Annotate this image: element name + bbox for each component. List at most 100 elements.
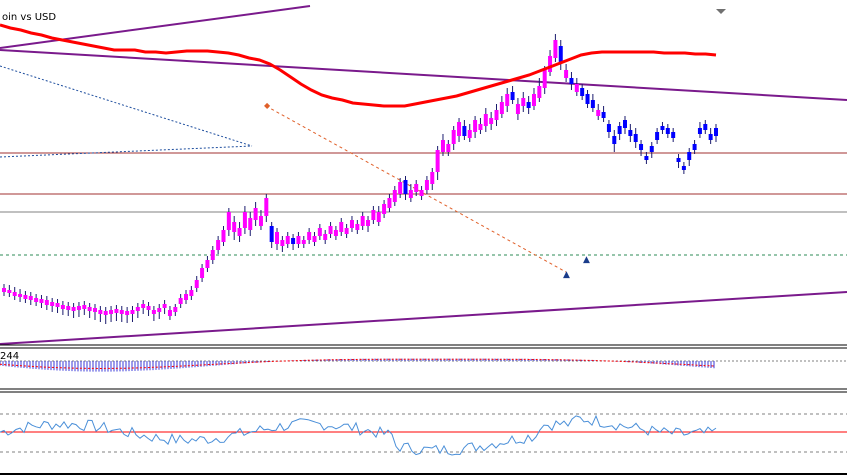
histogram-pane: 244 [0,351,847,372]
candle-body [119,310,124,314]
candle-body [55,303,60,307]
candle-body [633,134,638,142]
candle-body [339,222,344,232]
candle-body [23,295,28,299]
candle-body [499,102,504,114]
candle-body [392,190,397,202]
candle-body [703,124,708,130]
candle-body [681,166,686,170]
candle-body [403,180,408,194]
candle-body [526,102,531,108]
candle-body [328,226,333,234]
candle-body [692,144,697,150]
candle-body [60,305,65,309]
candle-body [606,124,611,132]
candle-body [408,190,413,198]
candle-body [258,216,263,226]
candle-body [66,306,71,310]
candle-body [312,236,317,242]
candle-body [253,208,258,220]
moving-average-line [0,23,717,108]
candle-body [617,126,622,134]
candle-body [494,110,499,120]
candle-body [44,300,49,305]
candle-body [590,100,595,108]
candle-body [521,98,526,106]
candle-body [671,132,676,138]
main-pane: ▲ ▲ ◆ oin vs USD [0,5,847,345]
candle-body [574,84,579,92]
candle-body [414,184,419,192]
candle-body [146,306,151,310]
candle-body [130,310,135,314]
candle-body [355,224,360,230]
buy-arrow-icon-2: ▲ [583,255,590,265]
candle-body [446,144,451,152]
candle-body [323,234,328,240]
candle-body [210,250,215,260]
candle-body [398,182,403,194]
candle-body [242,212,247,228]
candle-body [585,94,590,104]
oscillator-line [0,414,717,456]
candle-body [189,290,194,296]
histogram-label: 244 [0,351,19,362]
candle-body [478,124,483,130]
candle-body [665,128,670,134]
candle-body [12,292,17,296]
candle-body [194,280,199,288]
candles [2,34,718,324]
candle-body [537,86,542,98]
candle-body [419,190,424,196]
candle-body [141,304,146,308]
candle-body [622,120,627,128]
trend-line-blue [0,65,253,147]
candle-body [264,198,269,216]
candle-body [601,112,606,118]
candle-body [7,290,12,293]
candle-body [167,310,172,316]
histogram-bars [0,358,715,372]
chart-title: oin vs USD [2,12,56,23]
candle-body [280,240,285,246]
candle-body [2,288,6,292]
candle-body [548,56,553,72]
candle-body [564,70,569,78]
candle-body [612,136,617,144]
candle-body [542,70,547,88]
candle-body [178,298,183,304]
candle-body [628,130,633,136]
candle-body [98,310,103,314]
candle-body [76,306,81,310]
candle-body [39,299,44,303]
candle-body [87,307,92,311]
candle-body [248,218,253,230]
candle-body [483,114,488,126]
candle-body [296,236,301,244]
candle-body [232,222,237,232]
candle-body [489,118,494,124]
candle-body [655,132,660,140]
candle-body [307,232,312,240]
candle-body [424,180,429,190]
candle-body [687,152,692,160]
channel-lower-line [0,291,847,345]
candle-body [216,240,221,250]
candle-body [317,228,322,236]
candle-body [505,94,510,106]
candle-body [366,220,371,226]
candle-body [28,296,33,300]
candle-body [237,228,242,236]
candle-body [205,260,210,268]
candle-body [34,298,39,302]
candle-body [135,307,140,311]
candle-body [226,212,231,230]
candle-body [221,230,226,242]
sell-arrow-icon: ◆ [264,101,271,110]
candle-body [109,310,114,314]
candle-body [515,104,520,114]
candle-body [371,210,376,220]
candle-body [697,128,702,134]
candle-body [151,310,156,314]
